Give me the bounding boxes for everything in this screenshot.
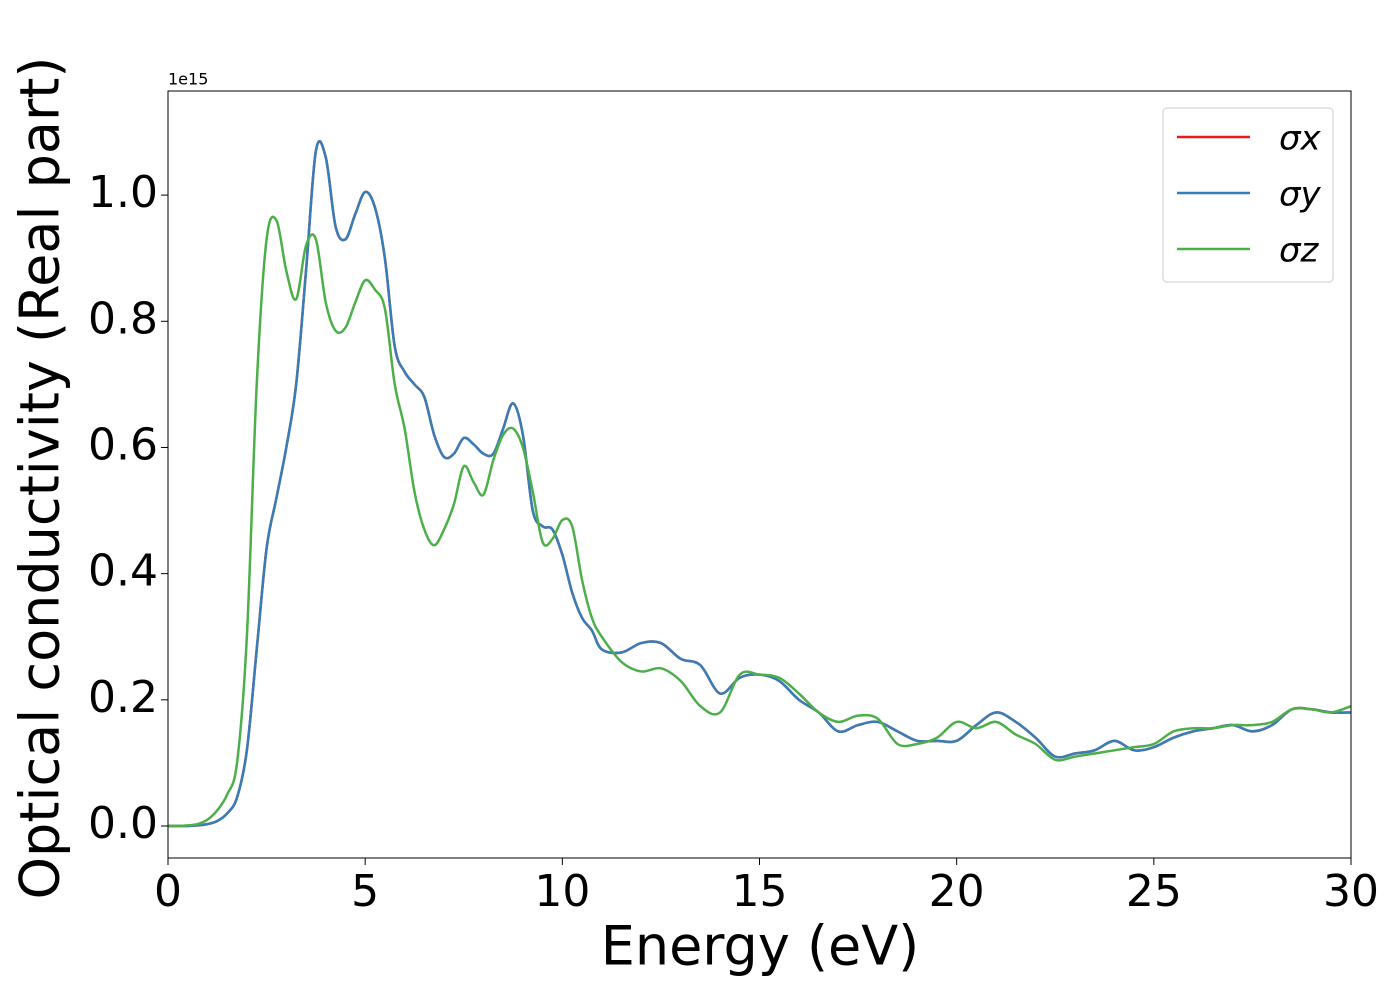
plot-frame (167, 90, 1352, 859)
series-line (168, 140, 1351, 828)
y-offset-label: 1e15 (168, 70, 208, 89)
legend-label: σz (1279, 231, 1320, 271)
x-tick-label: 0 (154, 866, 182, 917)
legend-box (1162, 107, 1334, 283)
x-tick-label: 15 (732, 866, 788, 917)
x-tick-label: 20 (929, 866, 985, 917)
y-tick-label: 1.0 (88, 167, 158, 218)
x-tick-label: 30 (1323, 866, 1379, 917)
series-line (168, 215, 1351, 828)
x-axis-label: Energy (eV) (601, 915, 920, 978)
legend-label: σy (1279, 175, 1322, 215)
y-tick-label: 0.4 (88, 546, 158, 597)
x-tick-label: 25 (1126, 866, 1182, 917)
y-axis-label: Optical conductivity (Real part) (9, 57, 72, 900)
x-tick-label: 10 (534, 866, 590, 917)
y-tick-label: 0.0 (88, 798, 158, 849)
y-tick-label: 0.2 (88, 672, 158, 723)
y-tick-label: 0.8 (88, 293, 158, 344)
legend-label: σx (1279, 119, 1322, 159)
x-tick-label: 5 (351, 866, 379, 917)
y-tick-label: 0.6 (88, 419, 158, 470)
